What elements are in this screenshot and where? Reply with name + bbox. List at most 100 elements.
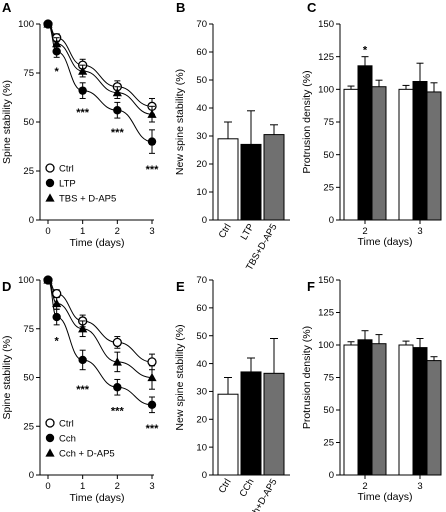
bar bbox=[263, 134, 285, 221]
data-point-filled-circle bbox=[78, 86, 87, 95]
y-axis-label: Spine stability (%) bbox=[1, 335, 13, 419]
panel-letter-b: B bbox=[176, 0, 185, 15]
category-label: Ctrl bbox=[217, 477, 234, 495]
y-tick-label: 50 bbox=[323, 150, 334, 161]
fit-curve bbox=[47, 279, 153, 406]
y-tick-label: 0 bbox=[29, 215, 34, 226]
x-tick-label: 3 bbox=[149, 226, 154, 237]
significance-marker: *** bbox=[111, 127, 125, 139]
panel-A: 0 25 50 75 100 Spine stability (%) 0 1 2 3 Time (d… bbox=[1, 19, 159, 249]
y-tick-label: 125 bbox=[318, 52, 334, 63]
x-axis-label: Time (days) bbox=[357, 491, 412, 503]
x-tick-label: 1 bbox=[80, 226, 85, 237]
y-tick-label: 20 bbox=[196, 414, 207, 425]
panel-F: 0 25 50 75 100 125 150 Protrusion density (%) 2 3… bbox=[301, 275, 442, 503]
x-tick-label: 2 bbox=[115, 481, 120, 492]
y-tick-label: 30 bbox=[196, 131, 207, 142]
y-axis-label: Spine stability (%) bbox=[1, 80, 13, 164]
y-tick-label: 100 bbox=[318, 85, 334, 96]
y-tick-label: 0 bbox=[202, 215, 207, 226]
data-point-open-circle bbox=[147, 357, 157, 367]
significance-marker: *** bbox=[111, 406, 125, 418]
panel-letter-c: C bbox=[307, 0, 317, 15]
data-point-filled-circle bbox=[45, 433, 55, 443]
data-point-triangle bbox=[52, 298, 62, 308]
x-tick-label: 2 bbox=[362, 481, 367, 492]
significance-marker: *** bbox=[146, 164, 160, 176]
bar bbox=[412, 80, 428, 221]
y-tick-label: 50 bbox=[23, 117, 34, 128]
y-tick-label: 100 bbox=[18, 275, 34, 286]
bar bbox=[398, 344, 414, 476]
y-tick-label: 10 bbox=[196, 442, 207, 453]
y-axis-label: Protrusion density (%) bbox=[301, 70, 313, 173]
legend-entry: LTP bbox=[59, 179, 76, 190]
y-tick-label: 125 bbox=[318, 308, 334, 319]
y-tick-label: 40 bbox=[196, 359, 207, 370]
y-tick-label: 40 bbox=[196, 103, 207, 114]
y-tick-label: 0 bbox=[329, 215, 334, 226]
y-tick-label: 0 bbox=[202, 470, 207, 481]
significance-marker: *** bbox=[76, 384, 90, 396]
legend-entry: Ctrl bbox=[59, 419, 74, 430]
y-axis-label: New spine stability (%) bbox=[174, 69, 186, 175]
y-axis-label: New spine stability (%) bbox=[174, 324, 186, 430]
data-point-open-circle bbox=[45, 163, 55, 173]
fit-curve bbox=[47, 279, 153, 378]
data-point-triangle bbox=[45, 448, 55, 457]
y-tick-label: 75 bbox=[23, 324, 34, 335]
bar bbox=[217, 138, 239, 221]
bar bbox=[343, 344, 359, 476]
bar bbox=[426, 91, 442, 221]
data-point-filled-circle bbox=[147, 400, 157, 409]
category-label: Ctrl bbox=[217, 222, 234, 240]
legend-entry: Cch + D-AP5 bbox=[59, 449, 115, 460]
x-tick-label: 0 bbox=[45, 226, 50, 237]
y-tick-label: 75 bbox=[323, 117, 334, 128]
y-tick-label: 75 bbox=[323, 373, 334, 384]
y-tick-label: 70 bbox=[196, 19, 207, 30]
bar bbox=[343, 88, 359, 221]
category-label: LTP bbox=[239, 222, 257, 242]
data-point-open-circle bbox=[112, 337, 122, 348]
data-point-filled-circle bbox=[52, 47, 61, 56]
y-tick-label: 100 bbox=[18, 19, 34, 30]
data-point-open-circle bbox=[45, 418, 55, 428]
legend-entry: Cch bbox=[59, 434, 76, 445]
data-point-filled-circle bbox=[147, 137, 157, 146]
bar bbox=[412, 347, 428, 476]
data-point-open-circle bbox=[52, 288, 62, 299]
y-tick-label: 25 bbox=[323, 183, 334, 194]
y-tick-label: 25 bbox=[23, 421, 34, 432]
data-point-filled-circle bbox=[78, 355, 87, 365]
y-tick-label: 50 bbox=[23, 373, 34, 384]
data-point-filled-circle bbox=[113, 106, 122, 115]
data-point-triangle bbox=[147, 109, 157, 118]
significance-marker: * bbox=[55, 66, 60, 78]
x-axis-label: Time (days) bbox=[69, 237, 124, 249]
y-tick-label: 20 bbox=[196, 159, 207, 170]
y-tick-label: 25 bbox=[323, 438, 334, 449]
panel-letter-a: A bbox=[2, 0, 12, 15]
bar bbox=[371, 86, 387, 221]
panel-letter-e: E bbox=[176, 279, 185, 294]
x-tick-label: 2 bbox=[362, 226, 367, 237]
y-tick-label: 50 bbox=[196, 75, 207, 86]
legend-entry: Ctrl bbox=[59, 164, 74, 175]
panel-letter-f: F bbox=[307, 279, 315, 294]
y-tick-label: 60 bbox=[196, 47, 207, 58]
data-point-filled-circle bbox=[52, 312, 61, 322]
x-axis-label: Time (days) bbox=[69, 492, 124, 504]
bar bbox=[263, 372, 285, 476]
bar bbox=[357, 65, 373, 221]
bar bbox=[240, 143, 262, 221]
x-tick-label: 3 bbox=[149, 481, 154, 492]
y-tick-label: 50 bbox=[196, 331, 207, 342]
significance-marker: * bbox=[55, 335, 60, 347]
x-axis-label: Time (days) bbox=[357, 236, 412, 248]
data-point-triangle bbox=[45, 193, 55, 202]
data-point-filled-circle bbox=[45, 178, 55, 188]
y-tick-label: 50 bbox=[323, 405, 334, 416]
panel-D: 0 25 50 75 100 Spine stability (%) 0 1 2 3 Time (d… bbox=[1, 275, 159, 504]
